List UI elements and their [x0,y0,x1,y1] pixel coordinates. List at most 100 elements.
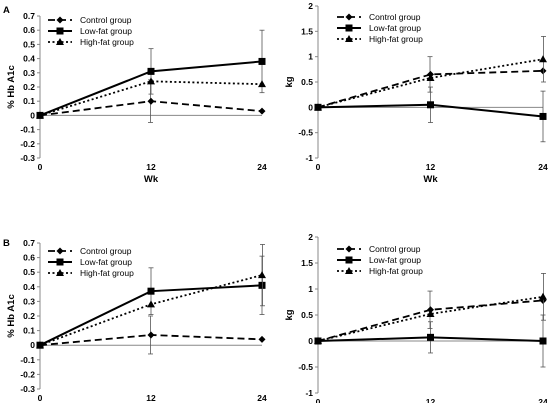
series-control-group [36,315,266,355]
legend-entry: Control group [369,12,421,22]
y-tick-label: 0 [308,102,313,112]
y-tick-label: 0.5 [23,39,35,49]
data-point-marker [36,341,44,349]
y-tick-label: -0.2 [20,369,35,379]
data-point-marker [426,309,435,317]
x-tick-label: 24 [257,393,267,403]
chart-panel-3: B -0.3 -0.2 -0.1 0 0.1 0.2 0.3 0.4 0.5 0.6 0.7 0 12 24… [3,238,267,403]
legend-entry: Low-fat group [80,257,132,267]
data-point-marker [539,55,547,63]
series-line [317,69,544,109]
data-point-marker [258,107,266,115]
y-tick-label: 1 [308,284,313,294]
y-tick-label: 0.2 [23,82,35,92]
data-point-marker [539,337,547,345]
y-axis-label: % Hb A1c [6,65,17,108]
legend-marker [345,245,353,253]
y-tick-label: 0.6 [23,253,35,263]
data-point-marker [539,67,547,75]
legend-entry: Control group [80,246,132,256]
y-tick-label: 0.3 [23,296,35,306]
legend-marker [56,16,64,24]
y-tick-label: 0.4 [23,282,35,292]
data-point-marker [539,292,547,300]
y-tick-label: -1 [305,388,313,398]
x-tick-label: 24 [538,397,548,403]
data-point-marker [147,331,155,339]
y-tick-label: 2 [308,1,313,11]
legend-entry: Low-fat group [369,23,421,33]
chart-panel-1: A -0.3 -0.2 -0.1 0 0.1 0.2 0.3 0.4 0.5 0.6 0.7 0 12 24… [3,5,267,185]
legend-marker [345,35,353,42]
data-point-marker [258,271,266,279]
data-point-marker [147,97,155,105]
y-tick-label: 1.5 [301,26,313,36]
legend-entry: High-fat group [80,268,134,278]
y-tick-label: 0.1 [23,96,35,106]
y-tick-label: -0.5 [298,362,313,372]
chart-panel-2: -1 -0.5 0 0.5 1 1.5 2 0 12 24 Wk kg Control groupLow… [284,1,548,185]
legend-marker [56,247,64,255]
x-tick-label: 0 [316,162,321,172]
y-tick-label: 0.5 [301,77,313,87]
y-tick-label: -0.2 [20,139,35,149]
y-tick-label: 0.4 [23,54,35,64]
y-tick-label: 0.6 [23,25,35,35]
legend-marker [345,24,353,32]
y-axis-label: % Hb A1c [6,294,17,337]
data-point-marker [36,111,44,119]
series-low-fat-group [314,86,547,143]
y-tick-label: 0.1 [23,326,35,336]
data-point-marker [258,57,266,65]
series-high-fat-group [314,36,547,111]
data-point-marker [258,335,266,343]
y-axis-label: kg [284,309,295,320]
panel-letter: A [3,5,10,16]
y-tick-label: -0.1 [20,125,35,135]
legend-marker [345,267,353,274]
legend-entry: High-fat group [369,34,423,44]
x-tick-label: 12 [146,162,156,172]
x-tick-label: 24 [257,162,267,172]
y-tick-label: -0.1 [20,355,35,365]
y-tick-label: 0 [30,110,35,120]
data-point-marker [147,67,155,75]
legend-entry: High-fat group [369,266,423,276]
x-tick-label: 24 [538,162,548,172]
legend-entry: Control group [369,244,421,254]
data-point-marker [427,306,434,314]
x-tick-label: 0 [38,162,43,172]
y-tick-label: 0.3 [23,68,35,78]
y-tick-label: 0.5 [301,310,313,320]
x-tick-label: 0 [38,393,43,403]
data-point-marker [258,281,266,289]
y-tick-label: 2 [308,232,313,242]
panel-letter: B [3,238,10,249]
legend-marker [56,27,64,35]
legend-marker [345,13,353,21]
y-tick-label: 0 [30,340,35,350]
legend-entry: Low-fat group [369,255,421,265]
y-tick-label: 1.5 [301,258,313,268]
y-tick-label: -1 [305,153,313,163]
data-point-marker [427,101,434,109]
legend-marker [345,256,353,264]
y-tick-label: -0.3 [20,384,35,394]
legend-entry: Low-fat group [80,26,132,36]
data-point-marker [147,300,155,308]
series-line [39,80,263,117]
y-tick-label: -0.3 [20,153,35,163]
data-point-marker [147,287,155,295]
data-point-marker [427,333,434,341]
legend-marker [56,38,64,45]
x-tick-label: 12 [146,393,156,403]
data-point-marker [426,73,435,81]
data-point-marker [258,80,266,88]
x-axis-label: Wk [423,174,438,185]
legend-entry: Control group [80,15,132,25]
y-tick-label: 0.5 [23,267,35,277]
